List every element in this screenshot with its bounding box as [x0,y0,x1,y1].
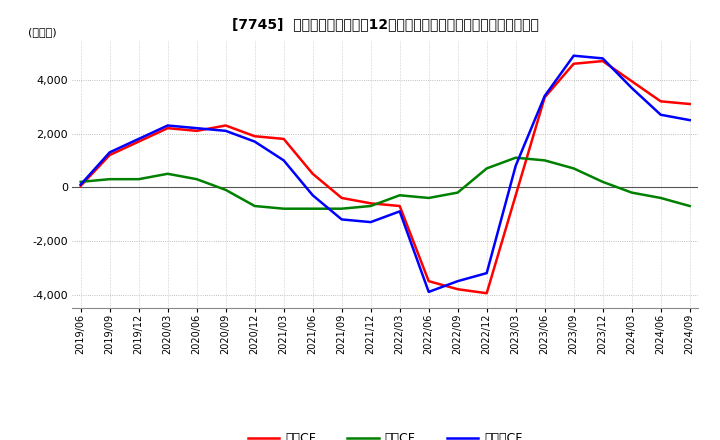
営業CF [366,201,375,206]
フリーCF [570,53,578,59]
フリーCF [657,112,665,117]
フリーCF [192,125,201,131]
フリーCF [454,279,462,284]
営業CF [541,95,549,100]
フリーCF [105,150,114,155]
投資CF [135,176,143,182]
フリーCF [598,56,607,61]
フリーCF [279,158,288,163]
投資CF [308,206,317,211]
フリーCF [511,163,520,169]
営業CF [627,79,636,84]
投資CF [570,166,578,171]
営業CF [251,134,259,139]
Line: 投資CF: 投資CF [81,158,690,209]
投資CF [511,155,520,160]
営業CF [105,152,114,158]
フリーCF [76,182,85,187]
Legend: 営業CF, 投資CF, フリーCF: 営業CF, 投資CF, フリーCF [243,427,528,440]
フリーCF [541,93,549,99]
営業CF [685,101,694,106]
投資CF [598,179,607,184]
フリーCF [482,271,491,276]
フリーCF [685,117,694,123]
Line: フリーCF: フリーCF [81,56,690,292]
営業CF [338,195,346,201]
投資CF [395,193,404,198]
フリーCF [221,128,230,133]
投資CF [627,190,636,195]
営業CF [657,99,665,104]
投資CF [424,195,433,201]
投資CF [541,158,549,163]
投資CF [163,171,172,176]
フリーCF [627,85,636,91]
投資CF [454,190,462,195]
フリーCF [366,220,375,225]
投資CF [657,195,665,201]
投資CF [279,206,288,211]
投資CF [221,187,230,193]
Title: [7745]  キャッシュフローの12か月移動合計の対前年同期増減額の推移: [7745] キャッシュフローの12か月移動合計の対前年同期増減額の推移 [232,18,539,32]
営業CF [279,136,288,142]
営業CF [424,279,433,284]
投資CF [105,176,114,182]
営業CF [135,139,143,144]
営業CF [192,128,201,133]
営業CF [598,59,607,64]
営業CF [163,125,172,131]
営業CF [395,203,404,209]
営業CF [221,123,230,128]
Line: 営業CF: 営業CF [81,61,690,293]
投資CF [685,203,694,209]
営業CF [482,290,491,296]
営業CF [511,193,520,198]
フリーCF [424,289,433,294]
投資CF [482,166,491,171]
投資CF [76,179,85,184]
フリーCF [163,123,172,128]
営業CF [570,61,578,66]
投資CF [251,203,259,209]
投資CF [192,176,201,182]
フリーCF [135,136,143,142]
投資CF [338,206,346,211]
営業CF [454,286,462,292]
投資CF [366,203,375,209]
営業CF [308,171,317,176]
フリーCF [395,209,404,214]
営業CF [76,183,85,188]
Text: (百万円): (百万円) [28,27,57,37]
フリーCF [308,193,317,198]
フリーCF [338,217,346,222]
フリーCF [251,139,259,144]
